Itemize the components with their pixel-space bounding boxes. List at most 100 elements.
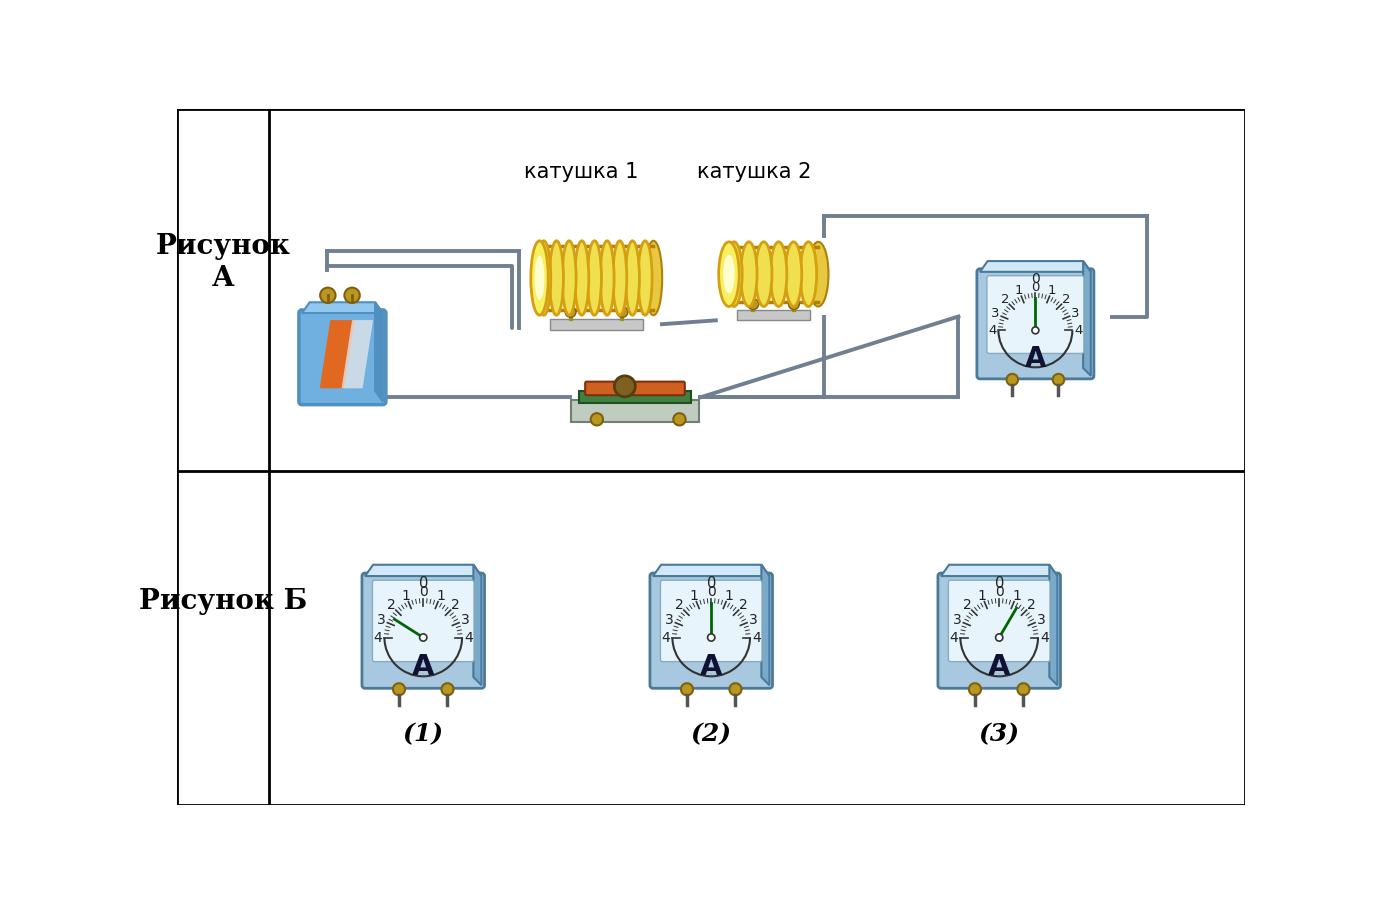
Text: 0: 0 xyxy=(707,586,716,599)
Ellipse shape xyxy=(770,242,786,307)
Circle shape xyxy=(320,288,336,303)
Text: A: A xyxy=(412,653,434,681)
Ellipse shape xyxy=(770,247,785,307)
Ellipse shape xyxy=(799,247,814,307)
Ellipse shape xyxy=(535,247,549,316)
Text: 2: 2 xyxy=(387,598,395,613)
Ellipse shape xyxy=(624,247,638,316)
Text: 4: 4 xyxy=(662,631,670,644)
Text: 0: 0 xyxy=(994,586,1004,599)
Text: 2: 2 xyxy=(675,598,684,613)
Circle shape xyxy=(617,307,628,318)
Text: 1: 1 xyxy=(1013,588,1021,603)
Circle shape xyxy=(441,683,454,695)
Text: 0: 0 xyxy=(706,576,716,591)
Polygon shape xyxy=(653,565,770,576)
Polygon shape xyxy=(981,261,1090,272)
Text: 1: 1 xyxy=(978,588,986,603)
Text: 0: 0 xyxy=(1031,281,1040,294)
Text: (3): (3) xyxy=(979,722,1019,747)
Text: 4: 4 xyxy=(1075,324,1083,337)
Ellipse shape xyxy=(800,242,817,307)
Text: 2: 2 xyxy=(739,598,748,613)
Text: A: A xyxy=(988,653,1011,681)
Ellipse shape xyxy=(601,241,614,315)
Ellipse shape xyxy=(599,247,613,316)
Text: Рисунок
А: Рисунок А xyxy=(155,233,290,291)
Polygon shape xyxy=(761,565,770,685)
Bar xyxy=(580,391,691,403)
FancyBboxPatch shape xyxy=(660,580,761,662)
Ellipse shape xyxy=(574,241,588,315)
Text: катушка 1: катушка 1 xyxy=(524,162,638,182)
Ellipse shape xyxy=(612,247,626,316)
Ellipse shape xyxy=(562,241,576,315)
FancyBboxPatch shape xyxy=(373,580,474,662)
Text: 0: 0 xyxy=(419,586,427,599)
Ellipse shape xyxy=(755,247,770,307)
Text: 4: 4 xyxy=(752,631,761,644)
Text: 0: 0 xyxy=(1031,272,1040,286)
Text: катушка 2: катушка 2 xyxy=(698,162,811,182)
Circle shape xyxy=(673,414,685,425)
Text: 3: 3 xyxy=(992,308,1000,320)
Text: 2: 2 xyxy=(1000,293,1010,307)
Circle shape xyxy=(681,683,694,695)
Text: 3: 3 xyxy=(664,614,674,627)
Circle shape xyxy=(1053,374,1064,386)
Text: 4: 4 xyxy=(988,324,996,337)
Polygon shape xyxy=(374,302,383,402)
Ellipse shape xyxy=(638,241,652,315)
Text: 1: 1 xyxy=(1015,284,1024,297)
Text: 0: 0 xyxy=(994,576,1004,591)
Ellipse shape xyxy=(587,247,599,316)
Circle shape xyxy=(591,414,603,425)
Circle shape xyxy=(565,307,576,318)
Polygon shape xyxy=(320,320,355,388)
Text: (1): (1) xyxy=(402,722,444,747)
Circle shape xyxy=(344,288,359,303)
Bar xyxy=(738,310,810,319)
Ellipse shape xyxy=(613,241,627,315)
Ellipse shape xyxy=(534,256,544,300)
Text: 1: 1 xyxy=(1047,284,1056,297)
Text: A: A xyxy=(1025,345,1046,373)
Ellipse shape xyxy=(784,247,800,307)
Text: A: A xyxy=(700,653,723,681)
Circle shape xyxy=(614,376,635,396)
Ellipse shape xyxy=(531,241,548,315)
Ellipse shape xyxy=(809,242,828,307)
Text: 3: 3 xyxy=(749,614,757,627)
Text: 4: 4 xyxy=(1040,631,1049,644)
Circle shape xyxy=(996,634,1003,641)
Polygon shape xyxy=(365,565,481,576)
Text: 3: 3 xyxy=(377,614,386,627)
Text: 4: 4 xyxy=(373,631,383,644)
Text: 1: 1 xyxy=(401,588,411,603)
Polygon shape xyxy=(940,565,1057,576)
Text: 2: 2 xyxy=(1026,598,1036,613)
Ellipse shape xyxy=(588,241,602,315)
FancyBboxPatch shape xyxy=(976,269,1094,379)
Polygon shape xyxy=(1050,565,1057,685)
Circle shape xyxy=(1007,374,1018,386)
Ellipse shape xyxy=(549,247,562,316)
FancyBboxPatch shape xyxy=(949,580,1050,662)
Ellipse shape xyxy=(725,242,742,307)
Circle shape xyxy=(970,683,981,695)
Text: 2: 2 xyxy=(1061,293,1071,307)
Circle shape xyxy=(730,683,742,695)
FancyBboxPatch shape xyxy=(571,400,699,423)
Ellipse shape xyxy=(725,247,741,307)
Bar xyxy=(551,319,642,329)
FancyBboxPatch shape xyxy=(298,310,386,405)
Polygon shape xyxy=(302,302,383,313)
Circle shape xyxy=(1032,327,1039,334)
Polygon shape xyxy=(341,320,373,388)
Text: 2: 2 xyxy=(963,598,971,613)
Text: 1: 1 xyxy=(689,588,698,603)
Text: 2: 2 xyxy=(451,598,459,613)
Ellipse shape xyxy=(562,247,574,316)
Ellipse shape xyxy=(718,242,739,307)
Text: 1: 1 xyxy=(724,588,732,603)
